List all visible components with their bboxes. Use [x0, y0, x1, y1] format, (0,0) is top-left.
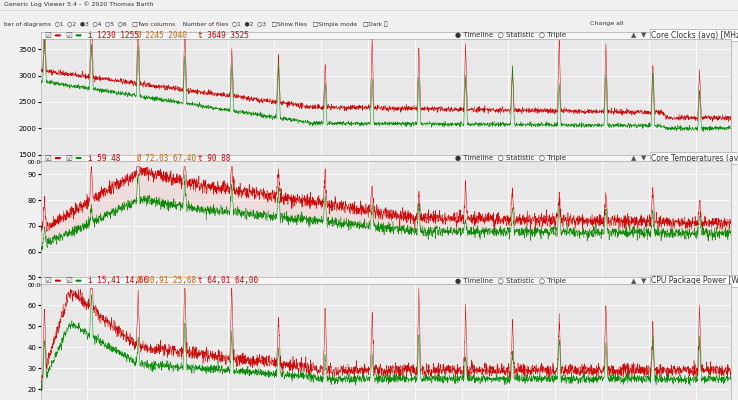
- Text: t 90 88: t 90 88: [198, 154, 230, 162]
- Text: ber of diagrams  ○1  ○2  ●3  ○4  ○5  ○6   □Two columns    Number of files  ○1  ●: ber of diagrams ○1 ○2 ●3 ○4 ○5 ○6 □Two c…: [4, 21, 387, 27]
- Text: ☑: ☑: [44, 154, 51, 162]
- Text: Ø 30,91 25,68: Ø 30,91 25,68: [136, 276, 196, 285]
- Text: ▼: ▼: [641, 278, 646, 284]
- Text: i 15,41 14,66: i 15,41 14,66: [88, 276, 148, 285]
- Text: Generic Log Viewer 5.4 - © 2020 Thomas Barth: Generic Log Viewer 5.4 - © 2020 Thomas B…: [4, 1, 154, 7]
- Text: ● Timeline  ○ Statistic  ○ Triple: ● Timeline ○ Statistic ○ Triple: [455, 155, 565, 161]
- Text: ▲: ▲: [630, 155, 636, 161]
- Text: ☑: ☑: [44, 31, 51, 40]
- Text: ▲: ▲: [630, 278, 636, 284]
- Text: i 1230 1255: i 1230 1255: [88, 31, 139, 40]
- Text: Ø 2245 2040: Ø 2245 2040: [136, 31, 187, 40]
- Text: ▲: ▲: [630, 32, 636, 38]
- Text: Core Temperatures (avg) [°C]: Core Temperatures (avg) [°C]: [651, 154, 738, 162]
- Text: ▼: ▼: [641, 32, 646, 38]
- Text: ● Timeline  ○ Statistic  ○ Triple: ● Timeline ○ Statistic ○ Triple: [455, 32, 565, 38]
- Text: ☑: ☑: [66, 154, 72, 162]
- Text: ☑: ☑: [44, 276, 51, 285]
- Text: ☑: ☑: [66, 276, 72, 285]
- Text: ☑: ☑: [66, 31, 72, 40]
- Text: Ø 72,03 67,40: Ø 72,03 67,40: [136, 154, 196, 162]
- Text: CPU Package Power [W]: CPU Package Power [W]: [651, 276, 738, 285]
- Text: i 59 48: i 59 48: [88, 154, 120, 162]
- Text: t 3649 3525: t 3649 3525: [198, 31, 249, 40]
- Text: ▼: ▼: [641, 155, 646, 161]
- Text: ● Timeline  ○ Statistic  ○ Triple: ● Timeline ○ Statistic ○ Triple: [455, 278, 565, 284]
- Text: Core Clocks (avg) [MHz]: Core Clocks (avg) [MHz]: [651, 31, 738, 40]
- Text: t 64,01 64,00: t 64,01 64,00: [198, 276, 258, 285]
- Text: Change all: Change all: [590, 22, 624, 26]
